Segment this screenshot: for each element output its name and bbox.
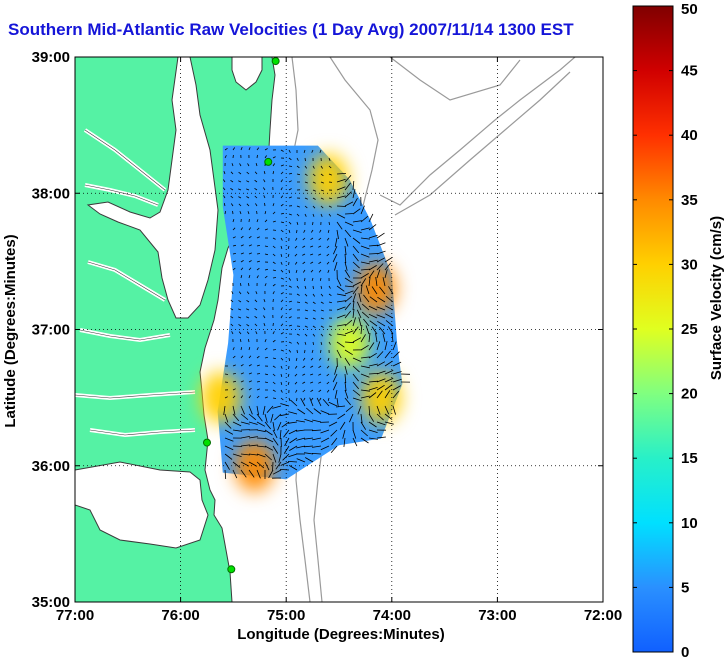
- x-tick-label-3: 74:00: [373, 607, 411, 624]
- x-tick-label-5: 72:00: [584, 607, 622, 624]
- hotspot-2: [329, 317, 370, 370]
- y-tick-label-1: 36:00: [32, 458, 70, 475]
- y-tick-label-2: 37:00: [32, 322, 70, 339]
- coverage-area: [217, 145, 403, 480]
- colorbar-tick-label-10: 50: [681, 1, 698, 18]
- delaware-bay: [231, 57, 263, 91]
- hotspot-0: [308, 153, 349, 206]
- isobath-3: [379, 57, 576, 206]
- x-tick-label-4: 73:00: [478, 607, 516, 624]
- colorbar-tick-label-6: 30: [681, 256, 698, 273]
- station-marker-1: [264, 157, 273, 166]
- colorbar-tick-label-7: 35: [681, 192, 698, 209]
- station-marker-3: [227, 565, 236, 574]
- chart-title: Southern Mid-Atlantic Raw Velocities (1 …: [8, 20, 574, 39]
- x-tick-label-1: 76:00: [161, 607, 199, 624]
- colorbar-tick-label-2: 10: [681, 515, 698, 532]
- station-marker-0: [271, 57, 280, 66]
- vector-arrows: [222, 147, 411, 480]
- x-axis-label: Longitude (Degrees:Minutes): [237, 626, 445, 643]
- colorbar-tick-label-3: 15: [681, 450, 698, 467]
- x-tick-label-0: 77:00: [56, 607, 94, 624]
- colorbar-tick-label-9: 45: [681, 63, 698, 80]
- river-edge-0: [87, 261, 166, 301]
- y-tick-label-0: 35:00: [32, 594, 70, 611]
- speed-hotspots: [200, 153, 402, 492]
- colorbar: [632, 5, 674, 653]
- x-tick-label-2: 75:00: [267, 607, 305, 624]
- river-edge-3: [84, 129, 166, 191]
- colorbar-label: Surface Velocity (cm/s): [708, 216, 724, 380]
- isobath-4: [394, 71, 571, 216]
- albemarle-sound: [75, 461, 209, 549]
- y-axis-ticks: 35:00 36:00 37:00 38:00 39:00: [32, 49, 603, 611]
- y-tick-label-3: 38:00: [32, 185, 70, 202]
- colorbar-tick-label-5: 25: [681, 321, 698, 338]
- station-marker-2: [203, 438, 211, 447]
- hotspot-3: [361, 371, 402, 424]
- river-edge-4: [84, 184, 159, 206]
- velocity-vectors: [222, 147, 411, 480]
- colorbar-tick-label-1: 5: [681, 579, 689, 596]
- chesapeake-bay: [86, 57, 219, 319]
- colorbar-tick-label-4: 20: [681, 386, 698, 403]
- y-tick-label-4: 39:00: [32, 49, 70, 66]
- river-edge-1: [79, 329, 171, 341]
- isobath-2: [389, 57, 521, 101]
- colorbar-tick-label-0: 0: [681, 644, 689, 659]
- river-edge-2: [75, 391, 196, 399]
- hotspot-5: [200, 371, 241, 424]
- grid-lines: [75, 57, 603, 602]
- station-markers: [203, 57, 280, 574]
- y-axis-label: Latitude (Degrees:Minutes): [2, 234, 19, 427]
- colorbar-ticks: 0 5 10 15 20 25 30 35 40 45 50: [633, 1, 698, 659]
- river-edge-5: [89, 429, 196, 436]
- x-axis-ticks: 77:00 76:00 75:00 74:00 73:00 72:00: [56, 57, 622, 624]
- colorbar-tick-label-8: 40: [681, 127, 698, 144]
- hotspot-4: [234, 439, 275, 492]
- velocity-field: [200, 145, 403, 492]
